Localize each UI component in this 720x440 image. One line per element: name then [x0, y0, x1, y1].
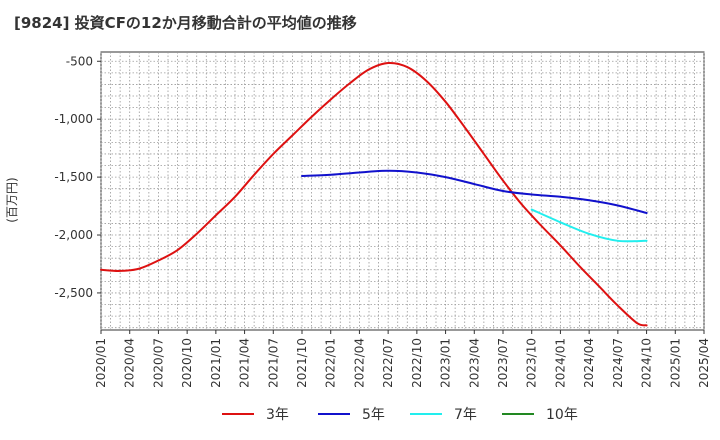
y-tick-label: -2,000: [54, 228, 93, 242]
x-tick-label: 2022/04: [352, 338, 366, 388]
legend: 3年 5年 7年 10年: [222, 407, 578, 423]
x-tick-label: 2024/07: [611, 338, 625, 388]
series-lines: [100, 61, 648, 327]
x-tick-label: 2023/04: [467, 338, 481, 388]
y-axis: -500 -1,000 -1,500 -2,000 -2,500: [54, 54, 101, 300]
x-tick-label: 2020/07: [151, 338, 165, 388]
x-tick-label: 2020/04: [123, 338, 137, 388]
x-tick-label: 2024/04: [582, 338, 596, 388]
y-tick-label: -1,000: [54, 112, 93, 126]
legend-label-3: 7年: [454, 407, 477, 423]
y-tick-label: -2,500: [54, 286, 93, 300]
x-tick-label: 2021/07: [266, 338, 280, 388]
x-tick-label: 2023/01: [439, 338, 453, 388]
series-line-3: [530, 208, 648, 243]
x-tick-label: 2024/01: [553, 338, 567, 388]
x-tick-label: 2022/07: [381, 338, 395, 388]
series-line-2: [301, 169, 648, 215]
legend-label-2: 5年: [362, 407, 385, 423]
x-axis: 2020/01 2020/04 2020/07 2020/10 2021/01 2021/…: [94, 330, 711, 388]
x-tick-label: 2025/01: [668, 338, 682, 388]
x-tick-label: 2021/04: [238, 338, 252, 388]
y-tick-label: -500: [66, 54, 93, 68]
x-tick-label: 2023/10: [525, 338, 539, 388]
x-tick-label: 2021/01: [209, 338, 223, 388]
y-axis-label: (百万円): [5, 177, 19, 222]
chart-title: [9824] 投資CFの12か月移動合計の平均値の推移: [14, 14, 357, 32]
y-tick-label: -1,500: [54, 170, 93, 184]
legend-label-1: 3年: [266, 407, 289, 423]
x-tick-label: 2022/10: [410, 338, 424, 388]
x-tick-label: 2022/01: [324, 338, 338, 388]
plot-area: [100, 51, 705, 331]
gridlines: [100, 52, 705, 330]
x-tick-label: 2023/07: [496, 338, 510, 388]
x-tick-label: 2024/10: [640, 338, 654, 388]
legend-label-4: 10年: [546, 407, 578, 423]
x-tick-label: 2020/01: [94, 338, 108, 388]
x-tick-label: 2025/04: [697, 338, 711, 388]
x-tick-label: 2020/10: [180, 338, 194, 388]
x-tick-label: 2021/10: [295, 338, 309, 388]
series-line-1: [100, 61, 648, 327]
